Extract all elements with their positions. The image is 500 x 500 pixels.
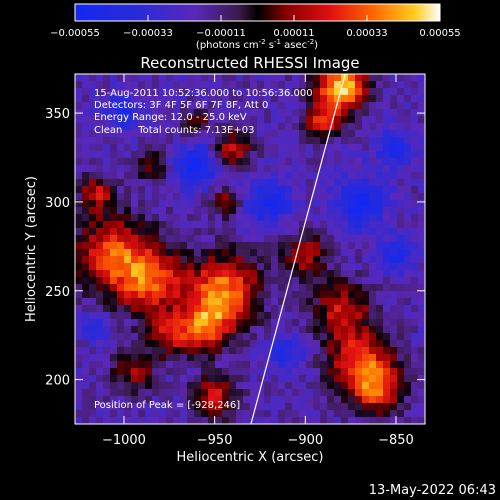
colorbar	[75, 4, 440, 21]
time-range-label: 15-Aug-2011 10:52:36.000 to 10:56:36.000	[94, 88, 313, 99]
x-axis-label: Heliocentric X (arcsec)	[177, 450, 324, 465]
colorbar-ticks: −0.00055 −0.00033 −0.00011 0.00011 0.00033 0.…	[50, 15, 461, 39]
peak-position-label: Position of Peak = [-928,246]	[94, 400, 240, 411]
colorbar-tick-label: −0.00033	[123, 28, 173, 39]
colorbar-tick-label: 0.00055	[419, 28, 460, 39]
colorbar-tick-label: 0.00011	[273, 28, 314, 39]
chart-title: Reconstructed RHESSI Image	[140, 54, 359, 72]
y-tick-label: 350	[45, 107, 70, 122]
y-tick-label: 250	[45, 285, 70, 300]
colorbar-frame	[74, 3, 441, 22]
colorbar-tick-label: 0.00033	[346, 28, 387, 39]
clean-counts-label: Clean Total counts: 7.13E+03	[94, 125, 254, 136]
solar-limb-line	[250, 74, 346, 424]
plot-frame	[74, 73, 426, 425]
energy-range-label: Energy Range: 12.0 - 25.0 keV	[94, 112, 247, 123]
x-tick-label: −900	[287, 433, 323, 448]
colorbar-units: (photons cm-2 s-1 asec-2)	[196, 38, 318, 51]
x-tick-label: −1000	[102, 433, 146, 448]
y-tick-label: 200	[45, 374, 70, 389]
colorbar-tick-label: −0.00055	[50, 28, 100, 39]
x-tick-label: −950	[197, 433, 233, 448]
axis-ticks: −1000 −950 −900 −850 200 250 300 350	[45, 74, 425, 448]
y-axis-label: Heliocentric Y (arcsec)	[24, 176, 39, 322]
heatmap-image	[75, 74, 425, 424]
x-tick-label: −850	[378, 433, 414, 448]
colorbar-tick-label: −0.00011	[196, 28, 246, 39]
footer-timestamp: 13-May-2022 06:43	[369, 483, 496, 498]
y-tick-label: 300	[45, 196, 70, 211]
detectors-label: Detectors: 3F 4F 5F 6F 7F 8F, Att 0	[94, 100, 268, 111]
